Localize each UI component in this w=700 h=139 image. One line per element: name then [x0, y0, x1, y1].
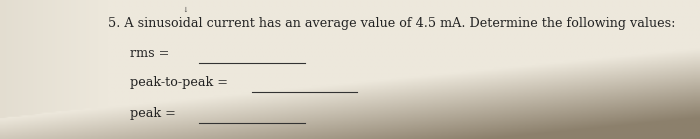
Text: peak =: peak =	[130, 107, 176, 120]
Text: peak-to-peak =: peak-to-peak =	[130, 76, 228, 89]
Text: rms =: rms =	[130, 47, 169, 60]
Text: 5. A sinusoidal current has an average value of 4.5 mA. Determine the following : 5. A sinusoidal current has an average v…	[108, 17, 676, 30]
Text: ↓: ↓	[183, 6, 188, 14]
